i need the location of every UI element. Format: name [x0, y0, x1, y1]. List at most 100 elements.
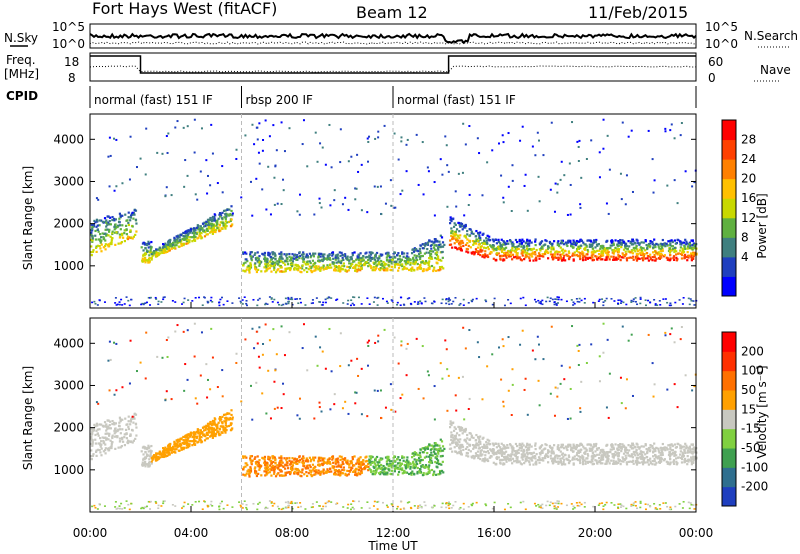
power-cell [90, 238, 93, 242]
velocity-cell [572, 443, 575, 446]
power-cell [393, 132, 396, 135]
power-cell [436, 255, 440, 258]
power-cell [444, 135, 447, 138]
power-cell [127, 211, 130, 214]
power-cell [321, 259, 324, 263]
power-cell [546, 296, 549, 299]
power-cell [166, 250, 169, 253]
velocity-cell [254, 456, 257, 459]
power-cell [337, 266, 340, 269]
power-cell [393, 255, 396, 259]
power-cell [353, 304, 356, 306]
power-cell [682, 296, 685, 299]
power-cell [649, 239, 652, 243]
velocity-cell [429, 461, 432, 464]
power-cell [630, 301, 633, 303]
velocity-cell [280, 455, 283, 458]
power-cell [590, 139, 593, 142]
power-cell [630, 299, 633, 302]
power-cell [571, 121, 574, 124]
velocity-cell [375, 464, 378, 467]
power-cell [290, 296, 293, 299]
velocity-cell [421, 465, 425, 468]
velocity-cell [308, 464, 311, 467]
power-cell [322, 268, 325, 271]
power-cell [528, 259, 532, 262]
power-cell [290, 263, 293, 267]
velocity-cell [640, 453, 643, 457]
power-cell [476, 246, 480, 249]
power-cell [632, 300, 635, 303]
power-cell [380, 213, 383, 216]
power-cell [401, 251, 404, 254]
power-cell [216, 219, 219, 222]
velocity-cell [124, 428, 128, 431]
power-cell [142, 249, 145, 252]
power-cell [242, 269, 245, 272]
velocity-cell [103, 436, 106, 440]
power-cell [541, 303, 544, 306]
nsky-tick-bottom: 10^0 [52, 37, 85, 51]
velocity-cell [607, 454, 610, 458]
velocity-cell [120, 445, 123, 448]
power-cell [110, 238, 113, 242]
velocity-cell [132, 421, 135, 424]
velocity-cell [204, 434, 207, 438]
power-cell [284, 263, 287, 266]
power-cell [224, 222, 227, 226]
velocity-cell [619, 442, 622, 446]
velocity-cell [290, 460, 293, 463]
velocity-cell [577, 449, 581, 452]
velocity-cell [415, 458, 418, 462]
power-cell [548, 300, 551, 303]
velocity-cell [599, 460, 602, 463]
power-cell [393, 266, 396, 269]
power-cell [242, 252, 245, 255]
power-cell [438, 267, 442, 270]
power-cell [376, 297, 379, 299]
power-cell [466, 241, 469, 245]
velocity-cell [672, 460, 675, 463]
velocity-cell [684, 442, 687, 445]
velocity-cell [114, 422, 118, 425]
velocity-cell [297, 473, 300, 476]
power-cell [289, 257, 293, 260]
power-cell [145, 250, 149, 254]
velocity-cell [267, 466, 270, 469]
velocity-cell [655, 461, 658, 464]
power-cell [620, 246, 623, 249]
velocity-cell [227, 418, 230, 421]
power-cell [374, 261, 377, 264]
power-cell [186, 242, 190, 245]
power-cell [99, 247, 102, 250]
power-cell [144, 247, 147, 250]
power-cell [500, 244, 503, 247]
velocity-cell [117, 446, 120, 449]
power-cell [220, 217, 223, 220]
velocity-cell [426, 451, 429, 455]
velocity-cell [290, 467, 293, 471]
power-cell [488, 238, 492, 242]
power-cell [393, 206, 396, 209]
velocity-cell [463, 438, 467, 441]
velocity-cell [406, 459, 409, 462]
velocity-cell [428, 469, 431, 472]
power-cell [421, 261, 425, 264]
power-cell [579, 257, 582, 261]
velocity-cell [413, 453, 417, 456]
velocity-cell [673, 462, 676, 466]
power-cell [563, 249, 566, 252]
power-cell [578, 255, 582, 258]
power-cell [534, 243, 537, 247]
power-cell [365, 251, 368, 254]
velocity-cell [499, 462, 502, 465]
velocity-cell [639, 455, 642, 458]
power-cell [114, 218, 118, 221]
power-cell [355, 264, 358, 267]
velocity-cell [636, 462, 639, 465]
velocity-cell [535, 463, 538, 466]
velocity-cell [550, 450, 553, 453]
velocity-cell [437, 449, 440, 452]
power-cell [670, 245, 673, 248]
power-cell [659, 256, 663, 259]
